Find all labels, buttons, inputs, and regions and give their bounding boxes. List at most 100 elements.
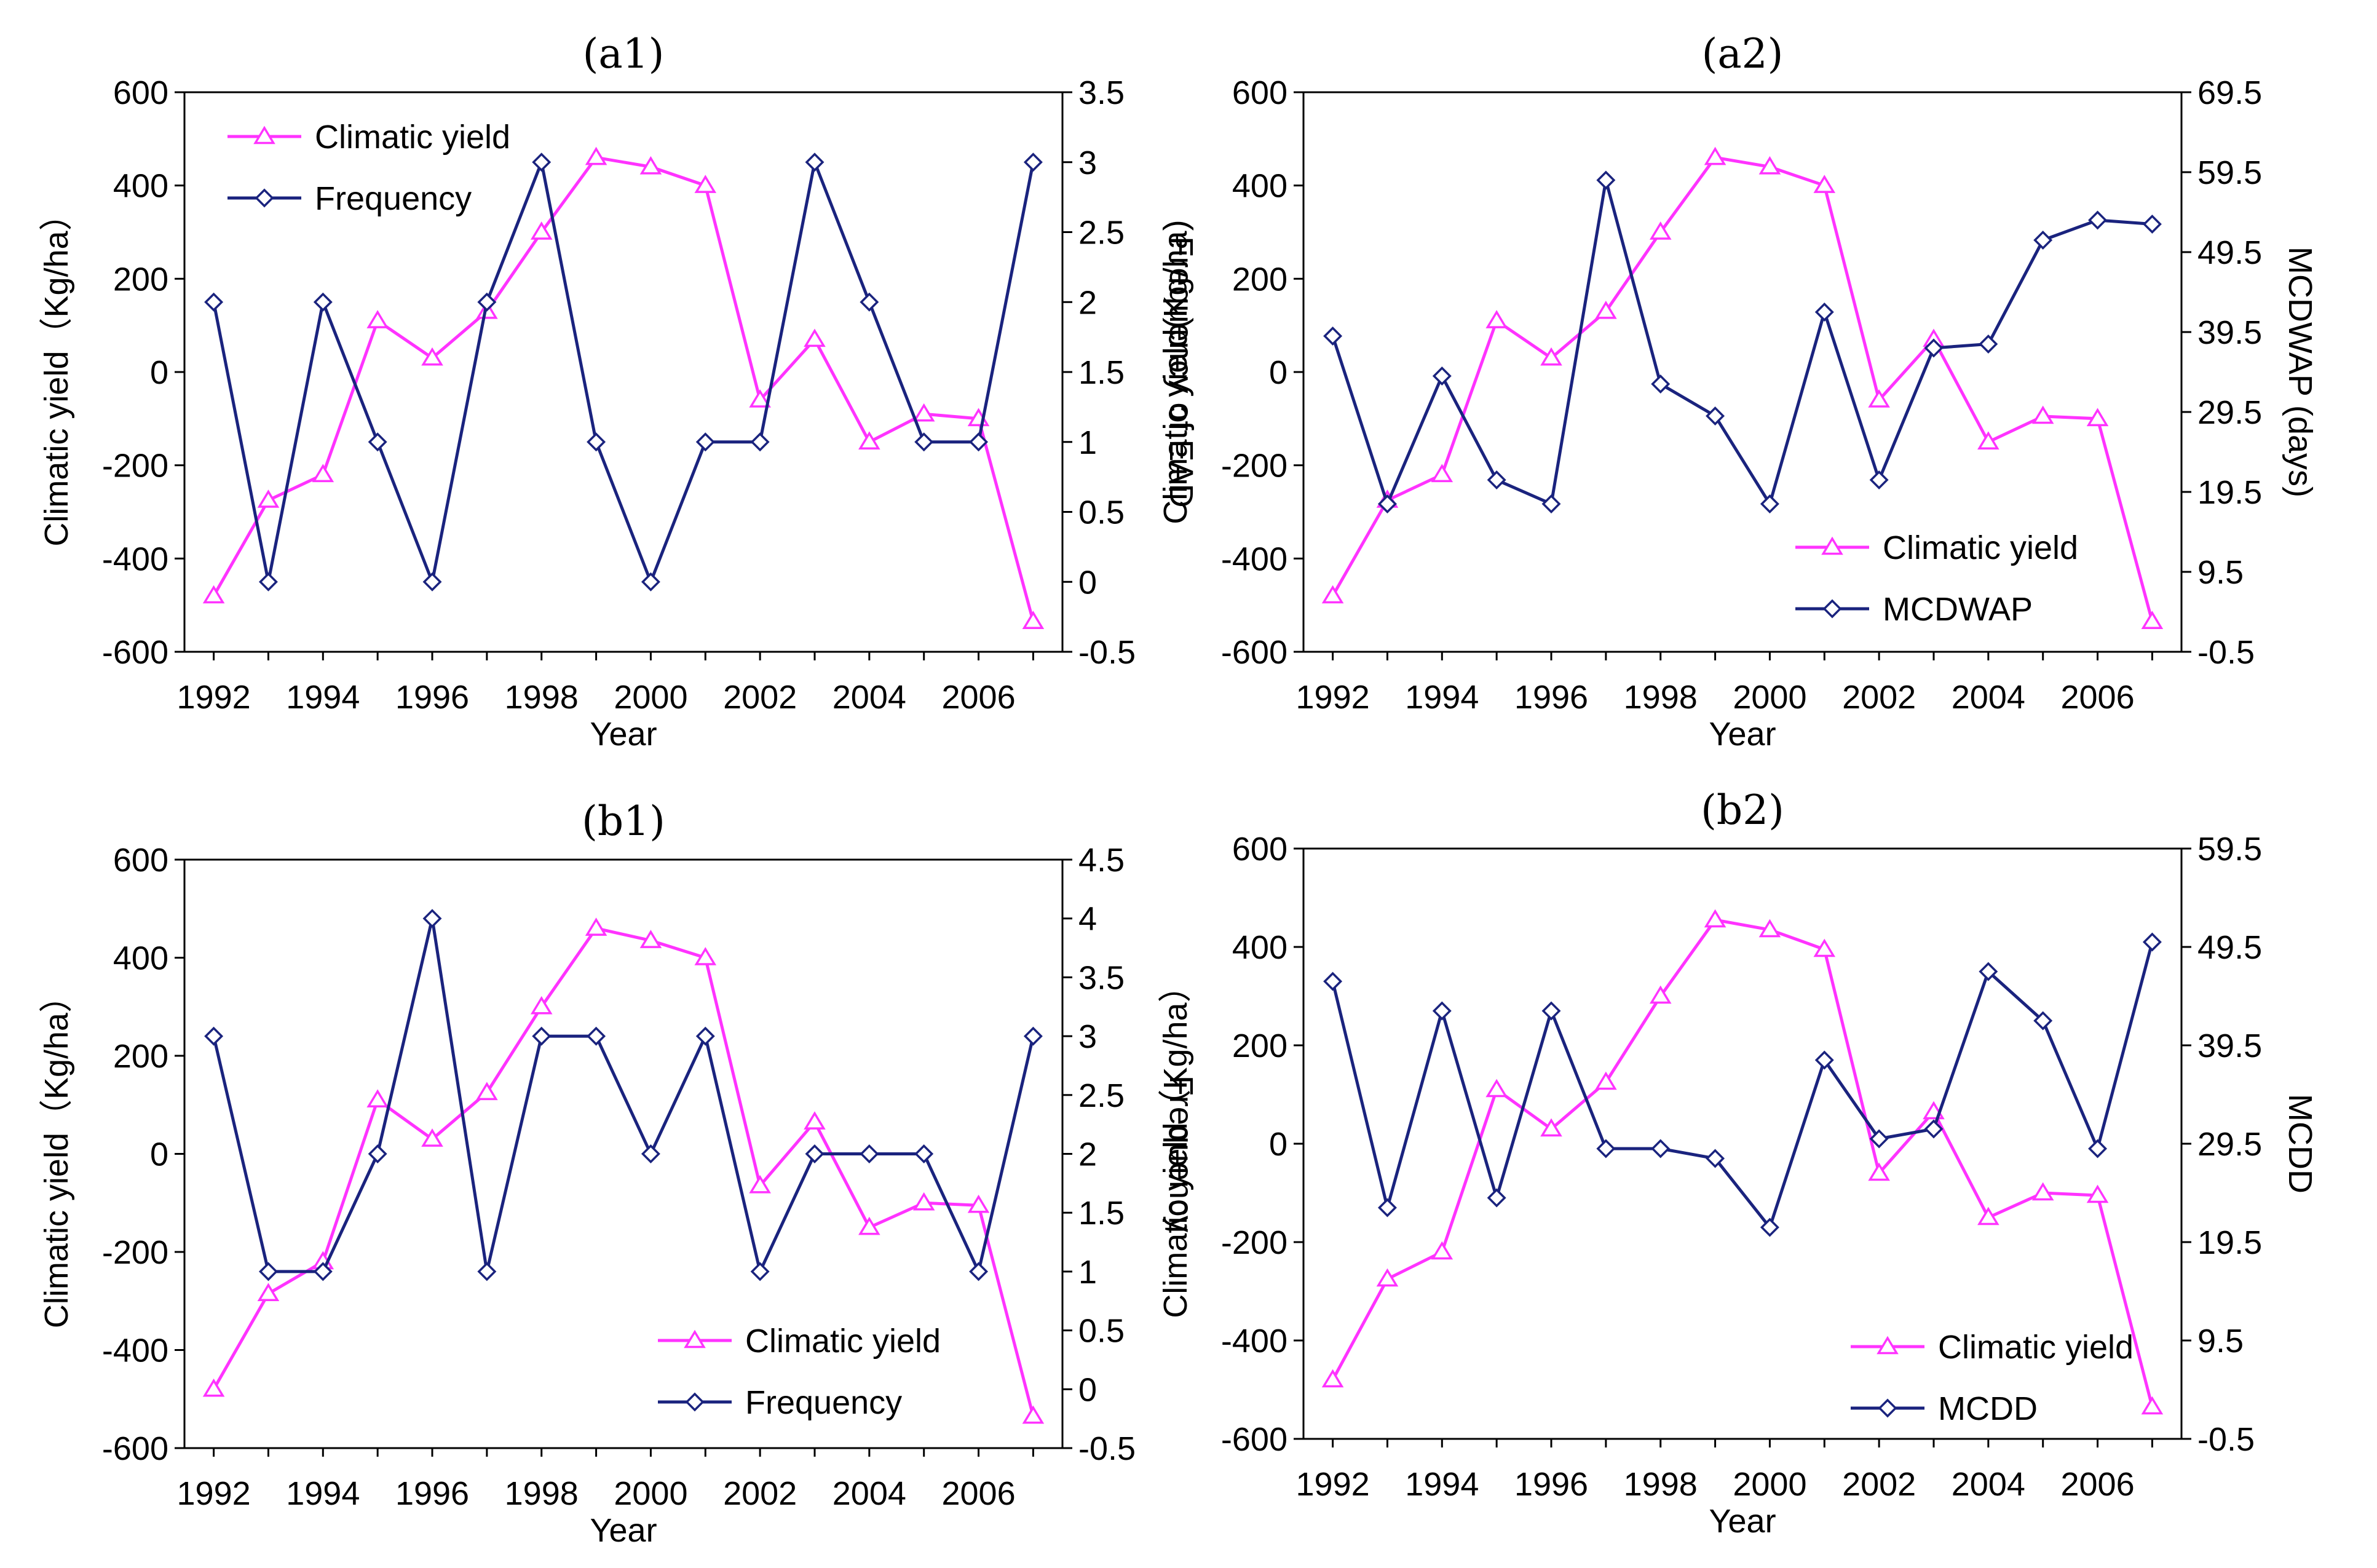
- data-point-diamond: [1023, 1026, 1043, 1046]
- data-point-diamond: [368, 1144, 387, 1163]
- data-point-diamond: [1651, 374, 1671, 394]
- legend-marker-triangle: [1821, 536, 1843, 555]
- x-tick-label: 2000: [1733, 679, 1806, 716]
- series-line-climatic-yield: [1331, 156, 2154, 622]
- data-point-diamond: [860, 1144, 879, 1163]
- data-point-diamond: [1596, 1139, 1616, 1158]
- data-point-diamond: [1432, 366, 1452, 386]
- data-point-triangle: [2141, 1396, 2164, 1415]
- chart-title: (b2): [1701, 786, 1784, 834]
- legend: Climatic yield MCDD: [1851, 1329, 2134, 1427]
- data-point-triangle: [1977, 1206, 1999, 1225]
- series-line-mcdd: [1331, 941, 2154, 1231]
- y2-tick-label: 2: [1078, 1136, 1097, 1173]
- data-point-diamond: [1432, 1001, 1452, 1021]
- y2-tick-label: 2.5: [1078, 215, 1125, 251]
- y2-tick-label: 19.5: [2197, 474, 2262, 511]
- data-point-triangle: [257, 489, 280, 508]
- data-point-triangle: [366, 1089, 389, 1108]
- legend-label: MCDD: [1938, 1390, 2038, 1427]
- data-point-diamond: [1706, 1149, 1725, 1168]
- y-tick-label: 0: [150, 1136, 168, 1173]
- legend-label: Frequency: [745, 1384, 902, 1421]
- data-point-diamond: [969, 432, 989, 452]
- data-point-diamond: [2142, 932, 2162, 952]
- data-point-diamond: [1979, 335, 1998, 354]
- series-line-climatic-yield: [212, 156, 1035, 622]
- data-point-triangle: [1540, 1118, 1562, 1137]
- x-tick-label: 1992: [177, 679, 251, 716]
- data-point-diamond: [422, 909, 442, 929]
- data-point-triangle: [1704, 146, 1726, 165]
- y-tick-label: 600: [1232, 831, 1287, 868]
- data-point-triangle: [1595, 301, 1617, 319]
- y2-tick-label: 1: [1078, 1254, 1097, 1291]
- legend-label: Frequency: [315, 180, 472, 217]
- x-tick-label: 2004: [1952, 1466, 2025, 1503]
- y2-tick-label: 1.5: [1078, 1195, 1125, 1232]
- chart-panel-3: (b1) -600 -400 -200 0 200 400 600 -0.5 0 0.5 1 1.5 2 2…: [38, 798, 1200, 1549]
- data-point-triangle: [2141, 611, 2164, 629]
- data-point-diamond: [1323, 972, 1343, 991]
- y-tick-label: -200: [102, 1234, 168, 1271]
- data-point-diamond: [1924, 1119, 1944, 1139]
- data-point-triangle: [858, 1216, 880, 1235]
- data-point-triangle: [366, 310, 389, 328]
- data-point-diamond: [204, 292, 224, 312]
- x-axis-label: Year: [1709, 716, 1776, 753]
- y-tick-label: -200: [102, 448, 168, 485]
- y-tick-label: 400: [113, 940, 168, 977]
- x-tick-label: 2004: [1952, 679, 2025, 716]
- data-point-triangle: [1321, 1369, 1344, 1388]
- data-point-triangle: [749, 389, 771, 408]
- y-axis-label: Climatic yield（Kg/ha）: [38, 980, 75, 1328]
- data-point-diamond: [750, 432, 770, 452]
- data-point-diamond: [1541, 494, 1561, 513]
- series-line-frequency: [212, 156, 1035, 588]
- data-point-diamond: [805, 1144, 825, 1163]
- data-point-diamond: [1924, 338, 1944, 358]
- x-tick-label: 1998: [1624, 679, 1698, 716]
- data-point-triangle: [1595, 1071, 1617, 1090]
- data-point-diamond: [204, 1026, 224, 1046]
- y2-axis-label: MCDWAP (days): [2282, 247, 2319, 497]
- y2-tick-label: 39.5: [2197, 314, 2262, 351]
- y2-tick-label: 49.5: [2197, 234, 2262, 271]
- data-point-triangle: [1649, 985, 1672, 1004]
- data-point-triangle: [312, 464, 334, 483]
- data-point-triangle: [1813, 175, 1836, 193]
- y2-tick-label: 0: [1078, 564, 1097, 601]
- data-point-triangle: [639, 930, 662, 948]
- y-tick-label: 200: [1232, 1028, 1287, 1064]
- y-tick-label: -400: [102, 1332, 168, 1369]
- legend-marker-triangle: [1877, 1336, 1899, 1355]
- x-tick-label: 1994: [286, 679, 360, 716]
- data-point-diamond: [641, 1144, 660, 1163]
- data-point-triangle: [639, 156, 662, 175]
- data-point-triangle: [202, 1378, 225, 1397]
- x-tick-label: 1994: [1405, 679, 1479, 716]
- data-point-triangle: [967, 1194, 990, 1213]
- data-point-triangle: [804, 328, 826, 347]
- x-tick-label: 2002: [1842, 1466, 1916, 1503]
- x-tick-label: 1996: [395, 679, 469, 716]
- y2-tick-label: 2: [1078, 284, 1097, 321]
- data-point-triangle: [1704, 909, 1726, 928]
- y-tick-label: -200: [1221, 448, 1287, 485]
- chart-title: (a1): [583, 30, 665, 77]
- legend: Climatic yield Frequency: [658, 1323, 941, 1421]
- x-tick-label: 1996: [1514, 1466, 1588, 1503]
- y2-tick-label: 4.5: [1078, 842, 1125, 879]
- y-tick-label: -400: [1221, 1323, 1287, 1360]
- x-tick-label: 1992: [1296, 679, 1370, 716]
- data-point-diamond: [422, 572, 442, 592]
- data-point-triangle: [257, 1283, 280, 1302]
- data-point-triangle: [1321, 585, 1344, 604]
- y2-tick-label: 59.5: [2197, 831, 2262, 868]
- y2-tick-label: 59.5: [2197, 154, 2262, 191]
- x-tick-label: 1992: [177, 1475, 251, 1512]
- data-point-triangle: [912, 403, 935, 422]
- legend-marker-diamond: [255, 188, 274, 208]
- x-tick-label: 2002: [723, 1475, 797, 1512]
- plot-frame: [1302, 91, 2183, 653]
